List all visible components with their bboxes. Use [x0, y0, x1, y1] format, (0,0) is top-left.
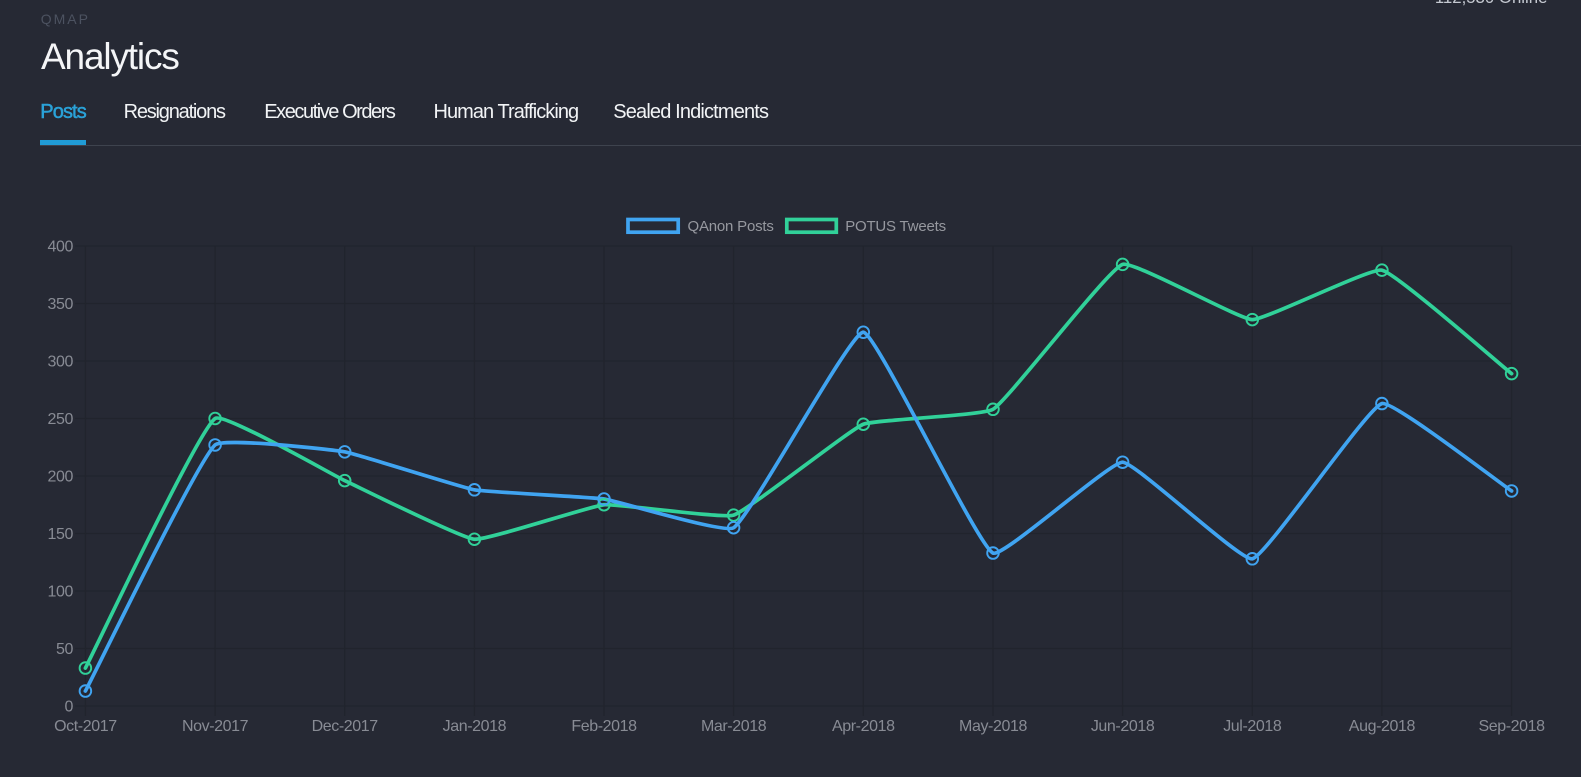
svg-text:250: 250 — [48, 411, 74, 428]
svg-text:0: 0 — [65, 699, 74, 716]
svg-text:Aug-2018: Aug-2018 — [1349, 718, 1416, 735]
svg-text:Apr-2018: Apr-2018 — [832, 718, 895, 735]
svg-text:Jan-2018: Jan-2018 — [443, 718, 507, 735]
svg-text:Feb-2018: Feb-2018 — [571, 718, 637, 735]
svg-text:350: 350 — [48, 296, 74, 313]
svg-text:Nov-2017: Nov-2017 — [182, 718, 249, 735]
svg-text:400: 400 — [48, 239, 74, 256]
svg-text:Jun-2018: Jun-2018 — [1091, 718, 1155, 735]
svg-text:May-2018: May-2018 — [959, 718, 1027, 735]
svg-text:Sep-2018: Sep-2018 — [1478, 718, 1545, 735]
svg-text:POTUS Tweets: POTUS Tweets — [845, 218, 946, 235]
svg-text:Mar-2018: Mar-2018 — [701, 718, 767, 735]
svg-text:Oct-2017: Oct-2017 — [54, 718, 117, 735]
svg-text:200: 200 — [48, 469, 74, 486]
svg-text:150: 150 — [48, 526, 74, 543]
svg-text:50: 50 — [56, 641, 73, 658]
svg-text:100: 100 — [48, 584, 74, 601]
svg-text:QAnon Posts: QAnon Posts — [688, 218, 774, 235]
svg-text:Jul-2018: Jul-2018 — [1223, 718, 1282, 735]
svg-text:Dec-2017: Dec-2017 — [312, 718, 379, 735]
svg-text:300: 300 — [48, 354, 74, 371]
